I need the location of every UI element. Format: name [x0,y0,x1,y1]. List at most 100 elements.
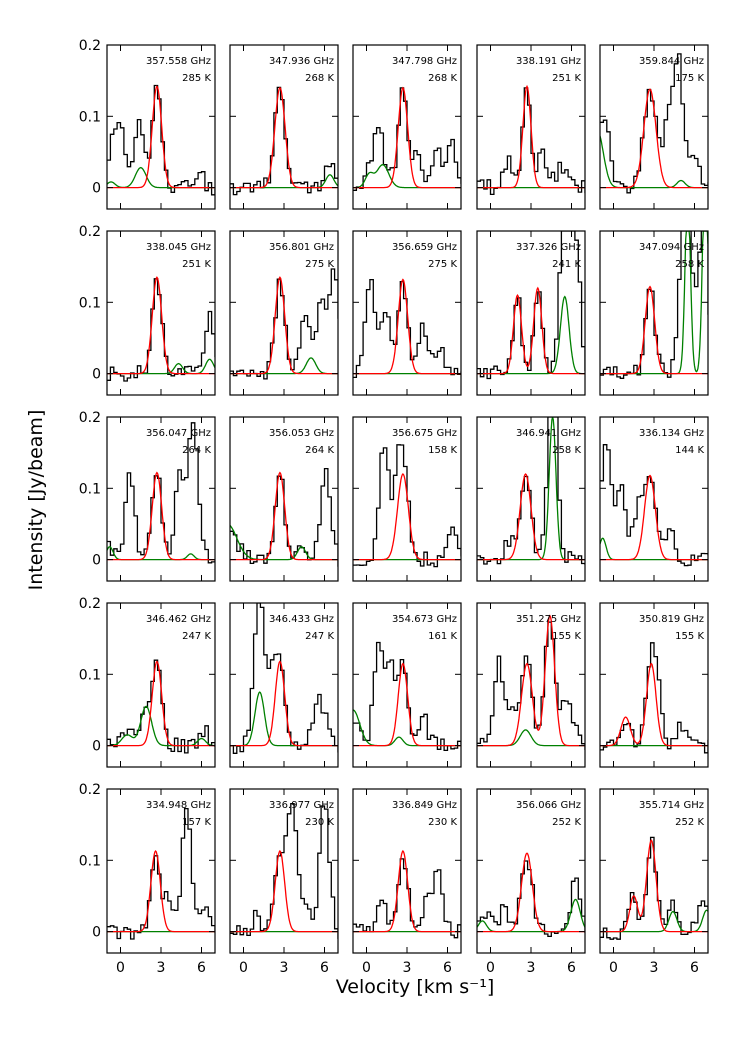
observed-spectrum-line [230,86,338,196]
spectrum-panel: 356.675 GHz 158 K [352,416,462,582]
model-red-line [600,839,708,933]
spectrum-panel: 356.801 GHz 275 K [229,230,339,396]
model-green-line [600,135,708,189]
x-tick-label: 3 [403,960,412,976]
model-red-line [353,278,461,375]
spectrum-panel: 359.844 GHz 175 K [599,44,709,210]
panel-frequency-label: 334.948 GHz [146,800,211,811]
panel-frequency-label: 338.191 GHz [516,56,581,67]
panel-temperature-label: 252 K [675,817,704,828]
spectrum-panel: 350.819 GHz 155 K [599,602,709,768]
model-red-line [230,471,338,561]
panel-frequency-label: 357.558 GHz [146,56,211,67]
panel-frequency-label: 347.094 GHz [639,242,704,253]
panel-frequency-label: 356.066 GHz [516,800,581,811]
model-red-line [230,86,338,189]
panel-frequency-label: 354.673 GHz [392,614,457,625]
observed-spectrum-line [353,278,461,379]
panel-frequency-label: 359.844 GHz [639,56,704,67]
model-red-line [600,662,708,747]
panel-frequency-label: 346.433 GHz [269,614,334,625]
y-tick-label: 0.1 [79,109,101,125]
panel-temperature-label: 161 K [428,631,457,642]
model-red-line [353,473,461,561]
observed-spectrum-line [600,231,708,379]
x-tick-label: 3 [650,960,659,976]
observed-spectrum-line [230,603,338,754]
spectrum-panel: 356.053 GHz 264 K [229,416,339,582]
x-tick-label: 0 [362,960,371,976]
panel-frequency-label: 346.941 GHz [516,428,581,439]
model-red-line [477,473,585,561]
observed-spectrum-line [230,803,338,939]
panel-frequency-label: 355.714 GHz [639,800,704,811]
panel-frequency-label: 347.936 GHz [269,56,334,67]
model-red-line [600,88,708,189]
spectrum-panel: 0 3 6 336.849 GHz 230 K [352,788,462,976]
model-red-line [353,86,461,189]
spectrum-panel: 0 3 6 355.714 GHz 252 K [599,788,709,976]
panel-temperature-label: 251 K [182,259,211,270]
x-tick-label: 3 [157,960,166,976]
x-tick-label: 0 [609,960,618,976]
spectrum-panel: 338.191 GHz 251 K [476,44,586,210]
panel-temperature-label: 230 K [428,817,457,828]
panel-frame [599,44,709,210]
panel-temperature-label: 275 K [305,259,334,270]
panel-frame [106,788,216,954]
y-tick-label: 0 [92,181,101,197]
spectrum-panel: 346.433 GHz 247 K [229,602,339,768]
y-tick-label: 0 [92,553,101,569]
spectrum-panel: 356.659 GHz 275 K [352,230,462,396]
panel-frequency-label: 356.053 GHz [269,428,334,439]
spectrum-panel: 351.275 GHz 155 K [476,602,586,768]
panel-frequency-label: 356.675 GHz [392,428,457,439]
model-green-line [477,729,585,747]
x-tick-label: 6 [320,960,329,976]
panel-temperature-label: 158 K [428,445,457,456]
spectrum-panel: 336.134 GHz 144 K [599,416,709,582]
model-red-line [600,474,708,561]
panel-temperature-label: 247 K [182,631,211,642]
model-green-line [353,164,461,189]
y-tick-label: 0.2 [79,38,101,54]
x-tick-label: 6 [690,960,699,976]
model-green-line [600,909,708,933]
model-green-line [600,537,708,561]
y-tick-label: 0.2 [79,782,101,798]
spectrum-panel: 0 0.1 0.2 346.462 GHz 247 K [79,596,216,768]
x-tick-label: 6 [443,960,452,976]
spectrum-panel: 0 3 6 356.066 GHz 252 K [476,788,586,976]
panel-frequency-label: 350.819 GHz [639,614,704,625]
spectrum-panel: 0 0.1 0.2 0 3 6 334.948 GHz 157 K [79,782,216,976]
spectrum-panel: 0 0.1 0.2 356.047 GHz 264 K [79,410,216,582]
observed-spectrum-line [600,642,708,754]
panel-temperature-label: 268 K [428,73,457,84]
model-red-line [107,276,215,375]
panel-frequency-label: 356.659 GHz [392,242,457,253]
panel-frequency-label: 356.801 GHz [269,242,334,253]
spectrum-panel: 0 0.1 0.2 338.045 GHz 251 K [79,224,216,396]
panel-temperature-label: 157 K [182,817,211,828]
model-red-line [477,614,585,747]
model-green-line [477,898,585,933]
model-red-line [477,852,585,933]
spectrum-panel: 347.094 GHz 258 K [599,230,709,396]
observed-spectrum-line [477,231,585,380]
y-tick-label: 0 [92,739,101,755]
spectrum-panel: 346.941 GHz 258 K [476,416,586,582]
model-red-line [107,660,215,747]
y-tick-label: 0.1 [79,667,101,683]
y-tick-label: 0.1 [79,295,101,311]
model-red-line [230,849,338,933]
observed-spectrum-line [600,53,708,194]
model-green-line [107,546,215,561]
panel-temperature-label: 155 K [675,631,704,642]
panel-frequency-label: 336.134 GHz [639,428,704,439]
x-tick-label: 6 [197,960,206,976]
model-red-line [477,84,585,189]
x-tick-label: 0 [239,960,248,976]
observed-spectrum-line [477,860,585,938]
